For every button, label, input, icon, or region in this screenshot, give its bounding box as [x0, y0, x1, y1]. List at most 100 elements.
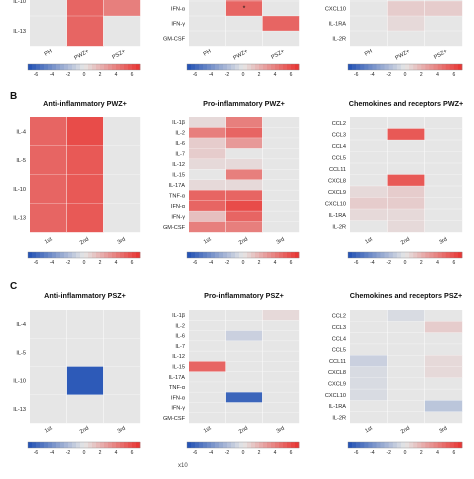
heatmap-cell	[103, 366, 141, 395]
section-label: B	[10, 91, 17, 102]
row-label: CCL2	[332, 121, 346, 127]
column-label: 2nd	[79, 426, 90, 436]
heatmap-cell	[225, 310, 263, 321]
colorbar-segment	[203, 64, 208, 70]
colorbar-segment	[124, 442, 129, 448]
colorbar-segment	[247, 252, 252, 258]
heatmap-cell	[66, 394, 104, 424]
heatmap-cell	[387, 0, 425, 2]
heatmap-cell	[225, 179, 263, 191]
heatmap-cell	[189, 320, 226, 331]
heatmap-cell	[225, 211, 263, 222]
heatmap-cell	[350, 220, 388, 233]
heatmap-cell	[262, 351, 300, 362]
colorbar-segment	[356, 64, 361, 70]
row-label: IL-15	[172, 173, 185, 179]
heatmap-cell	[262, 158, 300, 170]
colorbar-segment	[56, 64, 61, 70]
colorbar-segment	[380, 442, 385, 448]
heatmap-cell	[424, 197, 463, 210]
row-label: IFN-γ	[171, 214, 185, 220]
colorbar-segment	[124, 64, 129, 70]
colorbar-segment	[235, 252, 240, 258]
heatmap-cell	[350, 400, 388, 412]
heatmap-cell	[350, 355, 388, 367]
colorbar-segment	[433, 64, 438, 70]
row-label: IL-1RA	[329, 213, 347, 219]
colorbar-tick-label: -2	[386, 260, 391, 266]
heatmap-cell	[424, 140, 463, 152]
colorbar-tick-label: -2	[386, 450, 391, 456]
heatmap-cell	[30, 338, 67, 367]
colorbar-segment	[207, 252, 212, 258]
row-label: CXCL10	[325, 201, 346, 207]
colorbar-tick-label: -4	[209, 450, 214, 456]
colorbar-segment	[368, 64, 373, 70]
colorbar-tick-label: -6	[34, 450, 39, 456]
heatmap-cell	[387, 117, 425, 129]
colorbar-segment	[433, 442, 438, 448]
heatmap-cell	[387, 343, 425, 356]
colorbar-segment	[263, 252, 268, 258]
colorbar-segment	[187, 64, 192, 70]
colorbar-segment	[80, 252, 85, 258]
heatmap-cell	[350, 31, 388, 47]
colorbar-segment	[207, 442, 212, 448]
colorbar-segment	[239, 64, 244, 70]
heatmap-cell	[350, 1, 388, 17]
heatmap-cell	[387, 163, 425, 175]
colorbar-segment	[231, 442, 236, 448]
row-label: IL-7	[175, 344, 185, 350]
row-label: IFN-α	[171, 204, 186, 210]
heatmap-cell	[189, 16, 226, 32]
heatmap-cell	[387, 197, 425, 210]
heatmap-cell	[262, 392, 300, 403]
row-label: CCL4	[332, 336, 346, 342]
heatmap-cell	[225, 31, 263, 47]
colorbar-segment	[92, 64, 97, 70]
heatmap-cell	[189, 412, 226, 424]
heatmap-cell	[189, 169, 226, 180]
heatmap-cell	[262, 31, 300, 47]
colorbar-tick-label: -2	[66, 72, 71, 78]
colorbar-segment	[291, 442, 296, 448]
colorbar-segment	[437, 442, 442, 448]
heatmap-cell	[350, 117, 388, 129]
colorbar-segment	[223, 442, 228, 448]
heatmap-cell	[424, 128, 463, 141]
colorbar-tick-label: 0	[83, 450, 86, 456]
colorbar-segment	[195, 64, 200, 70]
colorbar-segment	[267, 64, 272, 70]
colorbar-segment	[195, 442, 200, 448]
colorbar-segment	[191, 64, 196, 70]
colorbar-tick-label: 4	[436, 450, 439, 456]
colorbar-segment	[100, 252, 105, 258]
colorbar-segment	[108, 64, 113, 70]
colorbar-segment	[96, 252, 101, 258]
row-label: IL-5	[16, 350, 26, 356]
colorbar-segment	[40, 64, 45, 70]
colorbar-segment	[64, 64, 69, 70]
heatmap-cell	[424, 16, 463, 32]
colorbar-segment	[64, 252, 69, 258]
colorbar-segment	[120, 64, 125, 70]
colorbar-segment	[44, 442, 49, 448]
colorbar-segment	[84, 252, 89, 258]
row-label: CXCL9	[328, 190, 346, 196]
colorbar-segment	[457, 442, 463, 448]
heatmap-cell	[350, 332, 388, 345]
row-label: IL-5	[16, 158, 26, 164]
heatmap-cell	[262, 169, 300, 180]
colorbar-segment	[40, 442, 45, 448]
colorbar-segment	[259, 64, 264, 70]
heatmap-cell	[262, 330, 300, 342]
colorbar-segment	[421, 252, 426, 258]
colorbar-segment	[76, 252, 81, 258]
colorbar-segment	[400, 442, 406, 448]
colorbar-segment	[360, 252, 365, 258]
colorbar-tick-label: -6	[193, 260, 198, 266]
column-label: 1st	[364, 425, 374, 434]
colorbar-segment	[36, 252, 41, 258]
heatmap-cell	[225, 340, 263, 352]
colorbar-segment	[60, 442, 65, 448]
